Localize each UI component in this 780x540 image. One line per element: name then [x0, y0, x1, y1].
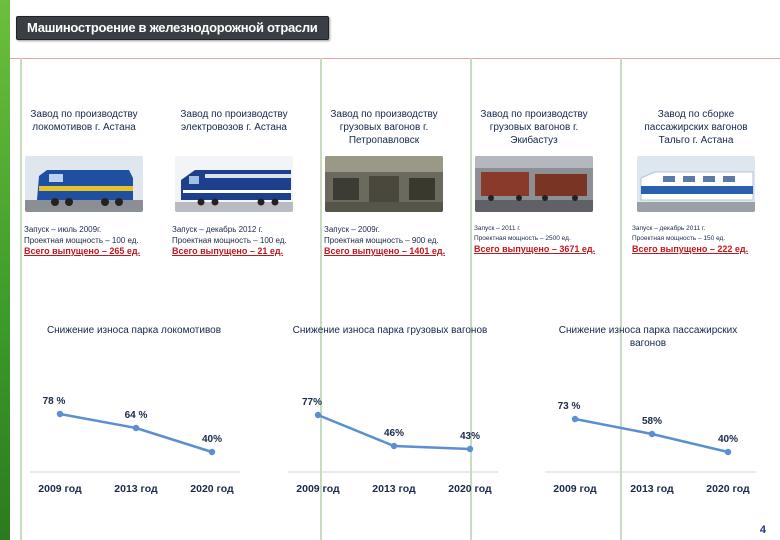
x-tick-label: 2013 год	[630, 483, 674, 495]
chart-title-passenger: Снижение износа парка пассажирских вагон…	[558, 325, 738, 349]
plant-card-freight-ekibastuz: Завод по производству грузовых вагонов г…	[470, 108, 598, 212]
data-point	[724, 448, 732, 456]
electric-locomotive-photo	[175, 156, 293, 212]
x-tick-label: 2013 год	[372, 483, 416, 495]
column-divider	[320, 58, 322, 540]
plant-info-freight-petropavlovsk: Запуск – 2009г. Проектная мощность – 900…	[324, 224, 445, 257]
left-accent-bar	[0, 0, 10, 540]
plant-total: Всего выпущено – 1401 ед.	[324, 246, 446, 256]
plant-card-freight-petropavlovsk: Завод по производству грузовых вагонов г…	[320, 108, 448, 212]
data-label: 40%	[202, 434, 222, 445]
plant-title: Завод по производству локомотивов г. Аст…	[30, 109, 138, 133]
plant-capacity: Проектная мощность – 2500 ед.	[474, 235, 571, 242]
x-tick-label: 2020 год	[706, 483, 750, 495]
plant-title: Завод по сборке пассажирских вагонов Тал…	[644, 109, 748, 146]
data-point	[208, 448, 216, 456]
plant-card-talgo: Завод по сборке пассажирских вагонов Тал…	[632, 108, 760, 212]
data-label: 64 %	[125, 410, 148, 421]
slide-title: Машиностроение в железнодорожной отрасли	[16, 16, 329, 40]
plant-launch: Запуск – декабрь 2011 г.	[632, 225, 706, 232]
plant-info-talgo: Запуск – декабрь 2011 г. Проектная мощно…	[632, 224, 748, 254]
x-tick-label: 2020 год	[190, 483, 234, 495]
plant-launch: Запуск – 2009г.	[324, 225, 380, 234]
data-point	[390, 442, 398, 450]
plant-total: Всего выпущено – 222 ед.	[632, 244, 749, 254]
chart-title-locomotives: Снижение износа парка локомотивов	[46, 325, 222, 336]
plant-launch: Запуск – декабрь 2012 г.	[172, 225, 263, 234]
plant-title: Завод по производству грузовых вагонов г…	[480, 109, 588, 146]
data-label: 43%	[460, 431, 480, 442]
plant-capacity: Проектная мощность – 150 ед.	[632, 235, 726, 242]
plant-capacity: Проектная мощность – 100 ед.	[24, 236, 139, 245]
plant-title: Завод по производству электровозов г. Ас…	[180, 109, 288, 133]
plant-card-electric-locomotives: Завод по производству электровозов г. Ас…	[170, 108, 298, 212]
plant-total: Всего выпущено – 21 ед.	[172, 246, 284, 256]
data-point	[571, 415, 579, 423]
plant-title: Завод по производству грузовых вагонов г…	[330, 109, 438, 146]
plant-info-electric-locomotives: Запуск – декабрь 2012 г. Проектная мощно…	[172, 224, 287, 257]
header-divider	[10, 58, 780, 59]
data-point	[56, 410, 64, 418]
column-divider	[20, 58, 22, 540]
data-point	[314, 411, 322, 419]
plant-total: Всего выпущено – 265 ед.	[24, 246, 141, 256]
freight-wagons-photo	[475, 156, 593, 212]
plant-info-locomotives: Запуск – июль 2009г. Проектная мощность …	[24, 224, 140, 257]
data-point	[466, 445, 474, 453]
plant-card-locomotives: Завод по производству локомотивов г. Аст…	[20, 108, 148, 212]
locomotive-photo	[25, 156, 143, 212]
data-point	[132, 424, 140, 432]
chart-title-freight: Снижение износа парка грузовых вагонов	[292, 325, 488, 336]
data-label: 77%	[302, 397, 322, 408]
plant-info-freight-ekibastuz: Запуск – 2011 г. Проектная мощность – 25…	[474, 224, 595, 254]
x-tick-label: 2020 год	[448, 483, 492, 495]
data-label: 73 %	[558, 401, 581, 412]
wear-reduction-charts: 78 % 2009 год 64 % 2013 год 40% 2020 год 77% 20…	[30, 396, 756, 495]
data-label: 46%	[384, 428, 404, 439]
data-label: 78 %	[43, 396, 66, 407]
column-divider	[620, 58, 622, 540]
data-label: 40%	[718, 434, 738, 445]
plant-capacity: Проектная мощность – 100 ед.	[172, 236, 287, 245]
x-tick-label: 2009 год	[553, 483, 597, 495]
data-label: 58%	[642, 416, 662, 427]
column-divider	[470, 58, 472, 540]
data-point	[648, 430, 656, 438]
page-number: 4	[759, 524, 766, 536]
plant-launch: Запуск – 2011 г.	[474, 225, 521, 232]
plant-launch: Запуск – июль 2009г.	[24, 225, 102, 234]
x-tick-label: 2009 год	[296, 483, 340, 495]
x-tick-label: 2013 год	[114, 483, 158, 495]
x-tick-label: 2009 год	[38, 483, 82, 495]
factory-floor-photo	[325, 156, 443, 212]
plant-capacity: Проектная мощность – 900 ед.	[324, 236, 439, 245]
plant-total: Всего выпущено – 3671 ед.	[474, 244, 596, 254]
passenger-train-photo	[637, 156, 755, 212]
